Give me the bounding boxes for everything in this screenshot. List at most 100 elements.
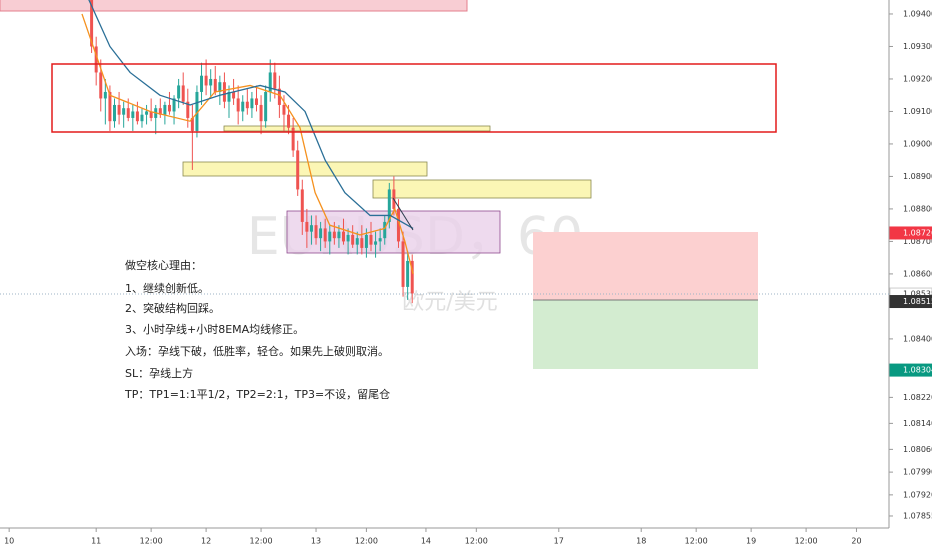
y-tick-label: 1.08900 [903,172,932,181]
candle-body [172,98,176,112]
candle-body [351,234,355,245]
y-tick-label: 1.08600 [903,269,932,278]
candle-body [282,104,286,115]
price-tag-label: 1.08515 [903,297,932,306]
annotation: 2、突破结构回踩。 [125,301,220,315]
plot [81,0,414,304]
x-tick-label: 12:00 [795,537,818,546]
candle-body [314,225,318,239]
candle-body [135,111,139,122]
candle-body [387,189,391,222]
range-box [51,63,777,133]
candle-body [250,98,254,109]
annotation: TP：TP1=1:1平1/2，TP2=2:1，TP3=不设，留尾仓 [124,387,390,401]
candle-body [90,0,94,47]
y-tick-label: 1.07920 [903,490,932,499]
candle-body [346,234,350,242]
candle-body [227,91,231,102]
zone [372,179,592,199]
candle-body [355,238,359,245]
stop-zone [533,232,758,300]
candle-body [218,82,222,92]
y-tick-label: 1.07855 [903,511,932,520]
candle-body [273,72,277,89]
candle-body [195,91,199,131]
candle-body [332,231,336,239]
candle-body [140,114,144,122]
candle-body [328,231,332,242]
candle-body [406,260,410,287]
price-tag-label: 1.08538 [903,290,932,299]
candle-body [117,104,121,115]
annotation: 3、小时孕线+小时8EMA均线修正。 [125,322,304,336]
candle-body [163,104,167,115]
candle-body [254,98,258,105]
candle-body [287,114,291,128]
ema-line [88,0,414,229]
y-tick-label: 1.08800 [903,204,932,213]
annotation: SL：孕线上方 [125,366,193,380]
candle-body [186,101,190,118]
candle-body [410,260,414,294]
x-tick-label: 11 [91,537,101,546]
y-tick-label: 1.07990 [903,468,932,477]
x-tick-label: 20 [851,537,861,546]
candle-body [158,108,162,115]
price-tag [889,226,932,240]
candle-body [374,241,378,245]
candle-body [126,108,130,118]
candle-body [264,91,268,122]
candle-body [167,104,171,112]
x-tick-label: 12:00 [685,537,708,546]
candle-body [323,228,327,242]
candle-body [103,91,107,99]
annotation: 做空核心理由： [125,258,202,272]
candle-body [108,91,112,122]
x-tick-label: 18 [636,537,646,546]
candle-body [131,111,135,118]
y-tick-label: 1.09400 [903,9,932,18]
y-tick-label: 1.08140 [903,419,932,428]
zone [182,161,428,177]
candle-body [177,85,181,99]
candle-body [94,46,98,73]
candle-body [241,101,245,112]
y-tick-label: 1.09000 [903,139,932,148]
candle-body [342,231,346,242]
candle-body [309,225,313,232]
y-tick-label: 1.08700 [903,237,932,246]
x-tick-label: 12:00 [355,537,378,546]
x-tick-label: 19 [746,537,756,546]
target-zone [533,300,758,369]
annotation: 入场：孕线下破，低胜率，轻仓。如果先上破则取消。 [125,344,389,358]
annotation-block: 做空核心理由： 1、继续创新低。 2、突破结构回踩。 3、小时孕线+小时8EMA均线修… [124,258,390,401]
candle-body [232,91,236,99]
y-tick-label: 1.09300 [903,42,932,51]
candle-body [113,104,117,122]
candle-body [364,234,368,248]
x-tick-label: 13 [311,537,321,546]
y-tick-label: 1.08220 [903,393,932,402]
x-tick-label: 12:00 [140,537,163,546]
candle-body [378,238,382,242]
x-tick-label: 12:00 [465,537,488,546]
zone [0,0,468,12]
candle-body [200,75,204,92]
x-tick-label: 12:00 [250,537,273,546]
candle-body [369,234,373,245]
price-tag [889,363,932,377]
candle-body [259,104,263,122]
candle-body [296,150,300,190]
candle-body [360,238,364,248]
candle-body [222,82,226,102]
candle-body [305,221,309,232]
candle-body [383,221,387,239]
price-tag-label: 1.08304 [903,366,932,375]
candle-body [268,72,272,92]
x-tick-label: 12 [201,537,211,546]
candle-body [319,228,323,239]
candle-body [213,78,217,92]
y-tick-label: 1.08060 [903,445,932,454]
